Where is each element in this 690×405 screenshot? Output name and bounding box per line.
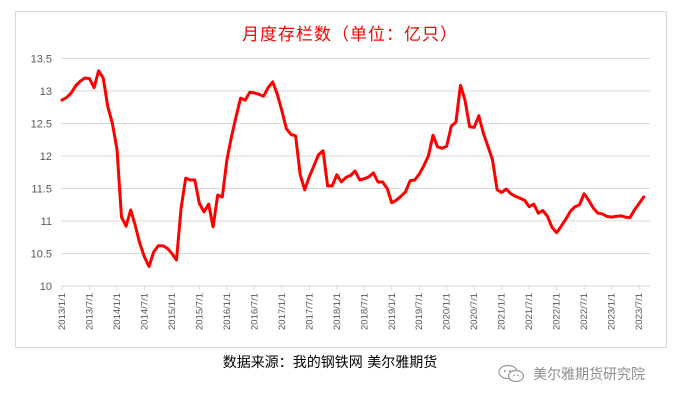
x-tick-label: 2019/7/1	[414, 293, 425, 330]
y-tick-label: 10.5	[31, 249, 52, 261]
x-tick-label: 2016/1/1	[222, 293, 233, 330]
x-tick-label: 2017/1/1	[277, 293, 288, 330]
watermark: 美尔雅期货研究院	[497, 364, 645, 384]
y-tick-label: 12	[40, 151, 52, 163]
x-tick-label: 2014/7/1	[139, 293, 150, 330]
data-source-caption: 数据来源：我的钢铁网 美尔雅期货	[222, 355, 438, 371]
y-tick-label: 13	[40, 86, 52, 98]
y-tick-label: 11	[41, 216, 52, 228]
x-tick-label: 2022/1/1	[552, 293, 563, 330]
x-tick-label: 2021/7/1	[524, 293, 535, 330]
x-tick-label: 2015/7/1	[194, 293, 205, 330]
x-tick-label: 2018/7/1	[359, 293, 370, 330]
y-tick-label: 10	[40, 281, 52, 293]
wechat-icon	[498, 364, 525, 383]
x-tick-label: 2016/7/1	[249, 293, 260, 330]
x-tick-label: 2020/7/1	[469, 293, 480, 330]
y-tick-label: 13.5	[31, 54, 52, 66]
gridlines	[61, 58, 650, 287]
x-tick-label: 2015/1/1	[167, 293, 178, 330]
x-tick-label: 2023/1/1	[607, 293, 618, 330]
x-tick-label: 2020/1/1	[442, 293, 453, 330]
y-tick-label: 12.5	[31, 119, 52, 131]
x-tick-label: 2021/1/1	[497, 293, 508, 330]
x-tick-label: 2023/7/1	[634, 293, 645, 330]
series-line	[60, 69, 646, 268]
y-axis: 10 10.5 11 11.5 12 12.5 13 13.5	[31, 54, 52, 294]
x-tick-label: 2017/7/1	[304, 293, 315, 330]
x-tick-label: 2022/7/1	[579, 293, 590, 330]
x-axis: 2013/1/1 2013/7/1 2014/1/1 2014/7/1 2015/1/1…	[57, 286, 645, 330]
watermark-text: 美尔雅期货研究院	[533, 367, 645, 383]
x-tick-label: 2013/1/1	[57, 293, 68, 330]
x-tick-label: 2013/7/1	[84, 293, 95, 330]
chart-title: 月度存栏数（单位：亿只）	[242, 25, 458, 45]
x-tick-label: 2019/1/1	[387, 293, 398, 330]
x-tick-label: 2014/1/1	[112, 293, 123, 330]
y-tick-label: 11.5	[31, 184, 52, 196]
x-tick-label: 2018/1/1	[332, 293, 343, 330]
